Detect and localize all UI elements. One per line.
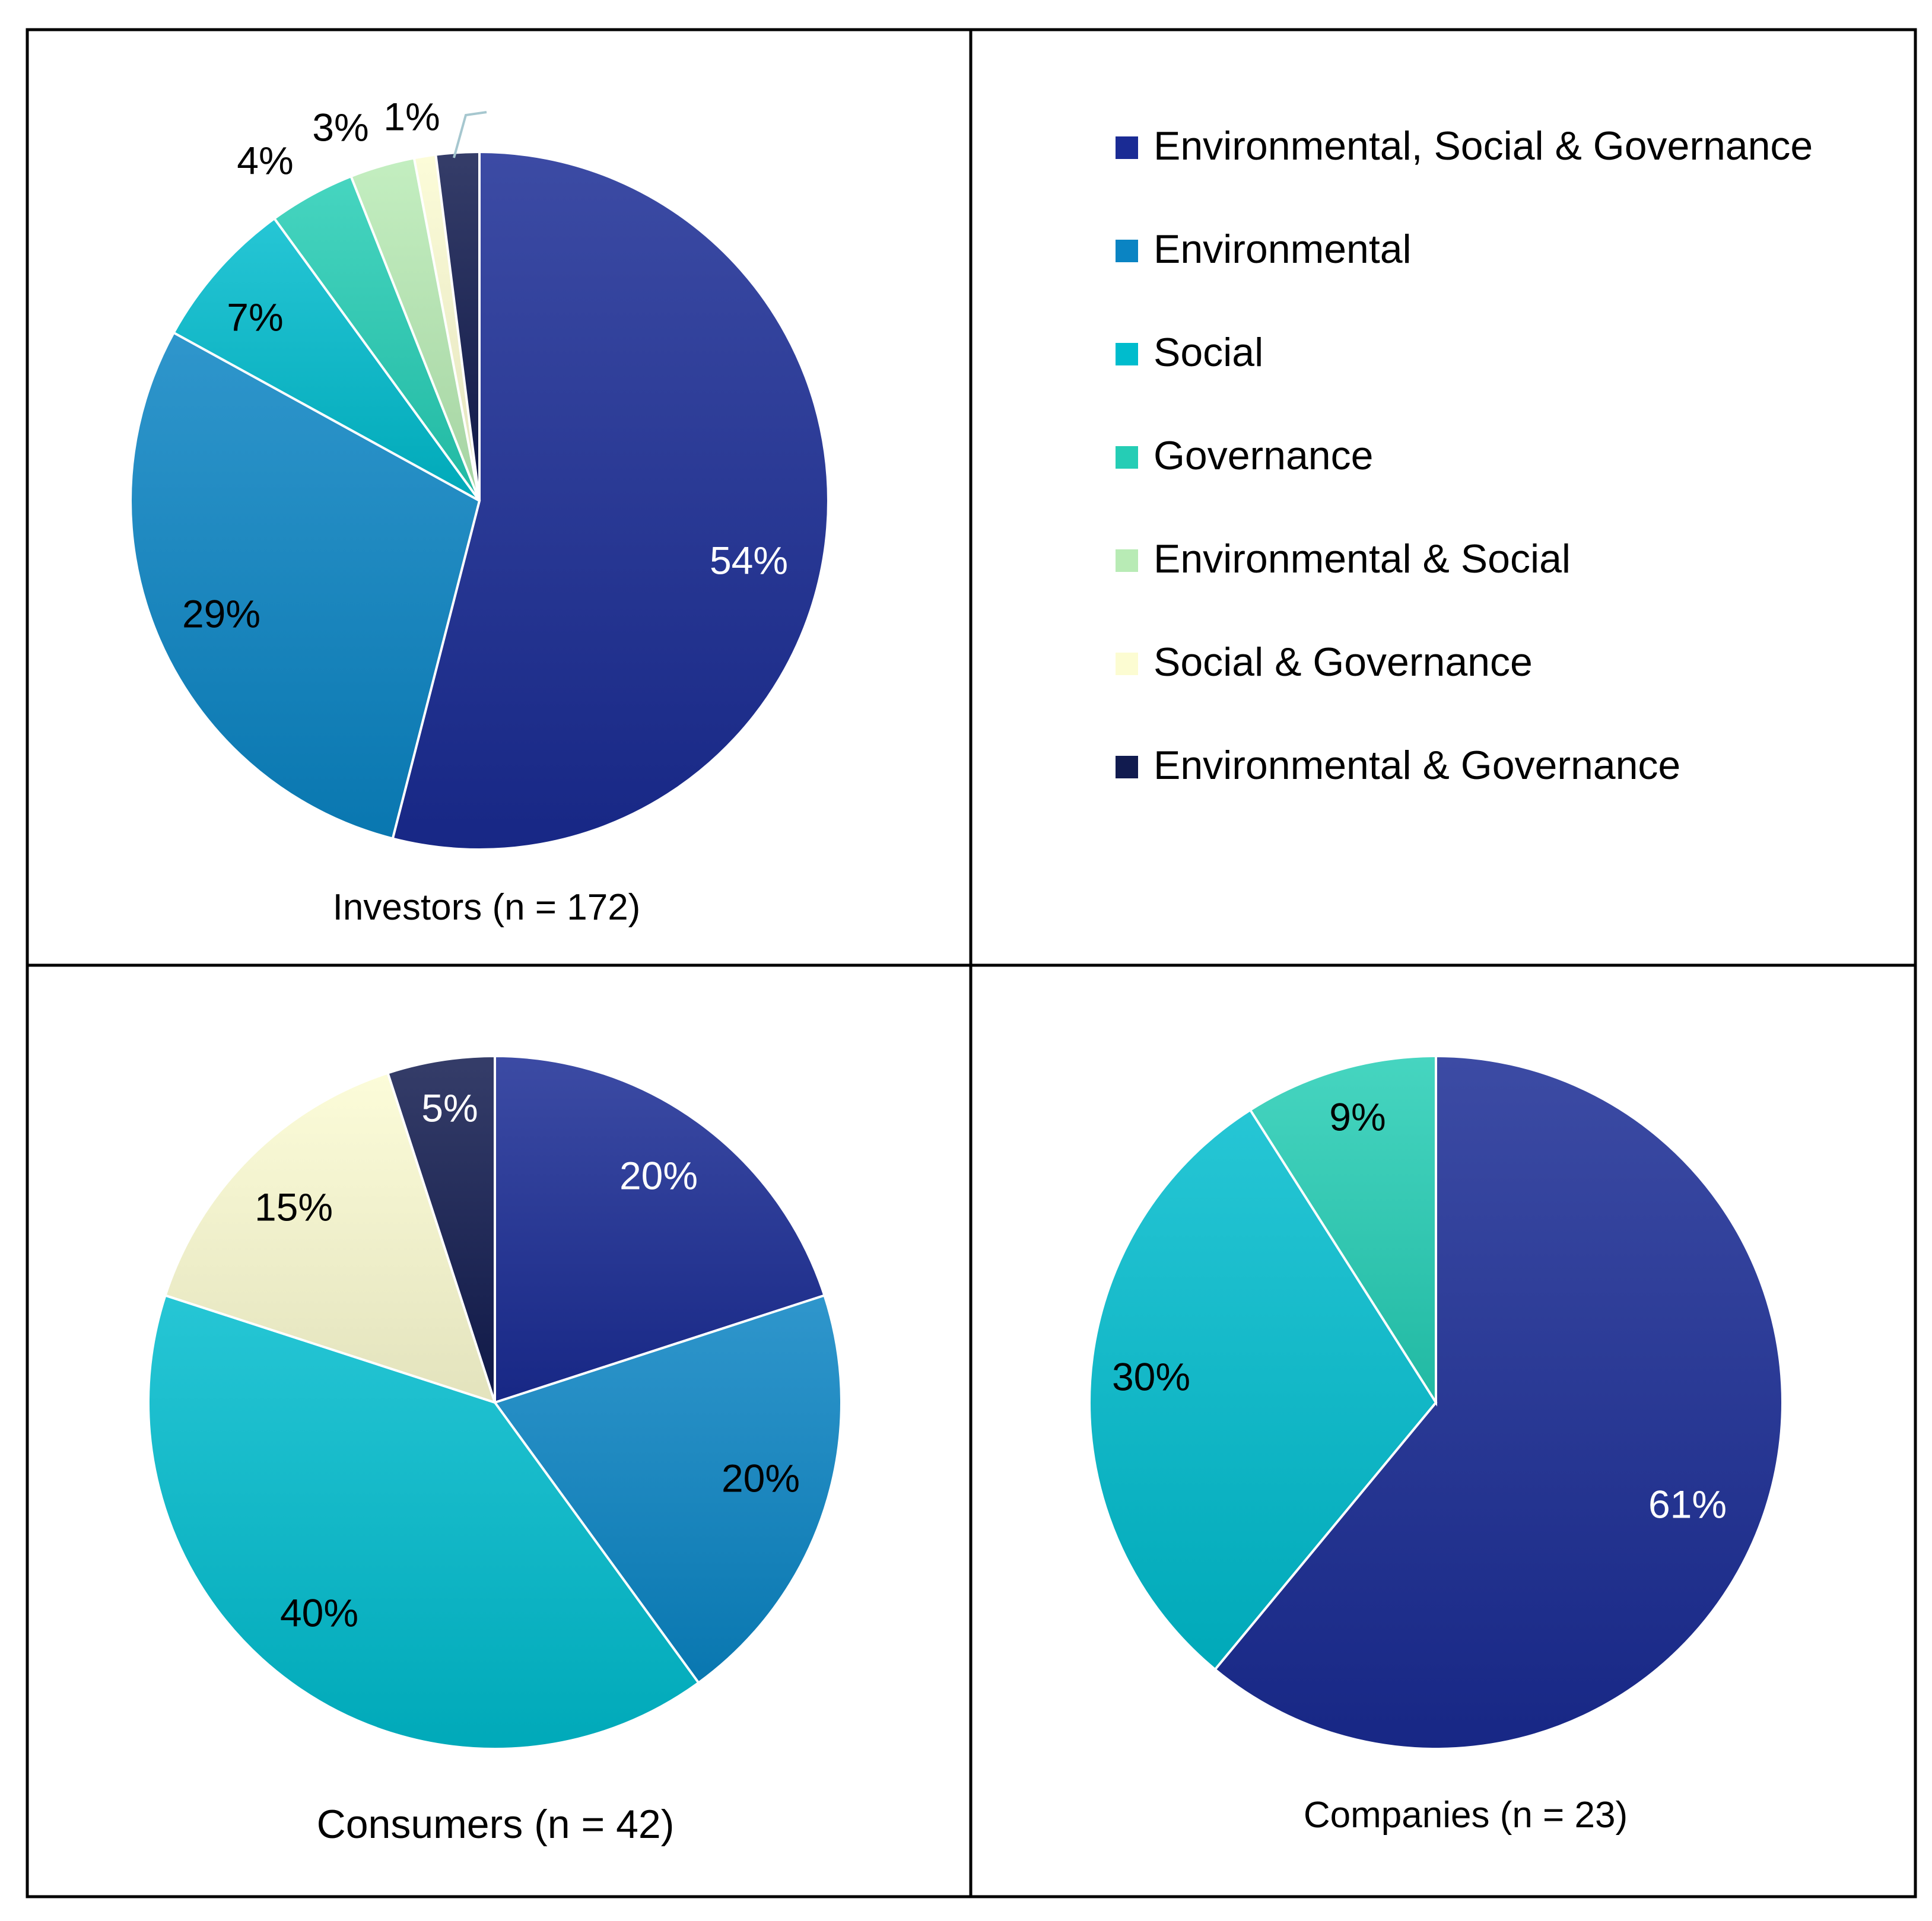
legend-item: Social	[1116, 330, 1263, 375]
pie-data-label: 20%	[619, 1153, 698, 1197]
pie-slice	[172, 217, 481, 502]
pie-slice	[1248, 1054, 1437, 1407]
legend-swatch	[1116, 549, 1138, 572]
pie-slice	[1088, 1108, 1438, 1671]
pie-data-label: 4%	[237, 138, 293, 182]
legend-item: Social & Governance	[1116, 640, 1533, 685]
pie-chart-companies: 61% 30% 9%	[1088, 1054, 1784, 1750]
legend-item: Environmental & Governance	[1116, 743, 1680, 788]
pie-data-label: 20%	[722, 1456, 800, 1500]
legend-label: Governance	[1154, 433, 1373, 478]
legend-swatch	[1116, 343, 1138, 365]
leader-line-investors-2pct	[453, 111, 487, 158]
pie-slice	[494, 1054, 826, 1404]
pie-data-label: 3%	[312, 105, 368, 149]
legend-swatch	[1116, 446, 1138, 469]
pie-data-label: 15%	[255, 1185, 333, 1229]
caption-companies: Companies (n = 23)	[1304, 1795, 1628, 1836]
pie-data-label: 61%	[1648, 1482, 1727, 1526]
pie-data-label: 30%	[1112, 1354, 1190, 1398]
pie-slice	[386, 1054, 496, 1403]
pie-data-label: 1%	[383, 94, 440, 138]
legend: Environmental, Social & Governance Envir…	[1116, 123, 1813, 788]
legend-item: Environmental & Social	[1116, 536, 1571, 581]
pie-slice	[147, 1294, 701, 1750]
legend-item: Environmental	[1116, 227, 1412, 272]
pie-slice	[434, 150, 481, 501]
pie-data-label: 7%	[227, 295, 283, 339]
caption-investors: Investors (n = 172)	[333, 887, 641, 928]
pie-chart-consumers: 20% 20% 40% 15% 5%	[147, 1054, 843, 1750]
legend-swatch	[1116, 756, 1138, 778]
legend-label: Environmental, Social & Governance	[1154, 123, 1813, 168]
legend-label: Social & Governance	[1154, 640, 1533, 685]
legend-item: Governance	[1116, 433, 1373, 478]
caption-consumers: Consumers (n = 42)	[317, 1802, 675, 1847]
legend-label: Environmental & Social	[1154, 536, 1571, 581]
legend-swatch	[1116, 653, 1138, 675]
pie-chart-investors: 54% 29% 7% 4% 3% 1% 2%	[129, 72, 830, 851]
pie-slice	[1213, 1054, 1784, 1750]
panel-grid	[26, 28, 1917, 1898]
pie-data-label: 5%	[421, 1086, 478, 1130]
pie-data-label: 9%	[1329, 1095, 1386, 1138]
legend-item: Environmental, Social & Governance	[1116, 123, 1813, 168]
legend-swatch	[1116, 240, 1138, 262]
legend-label: Environmental	[1154, 227, 1412, 272]
pie-data-label: 40%	[280, 1591, 358, 1634]
pie-slice	[391, 150, 830, 851]
legend-label: Social	[1154, 330, 1263, 375]
pie-data-label: 29%	[182, 591, 260, 635]
pie-data-label: 54%	[710, 538, 788, 582]
pie-slice	[129, 331, 481, 840]
legend-swatch	[1116, 136, 1138, 159]
pie-slice	[164, 1071, 497, 1405]
pie-data-label: 2%	[500, 72, 556, 116]
pie-slice	[492, 1294, 843, 1685]
legend-label: Environmental & Governance	[1154, 743, 1680, 788]
